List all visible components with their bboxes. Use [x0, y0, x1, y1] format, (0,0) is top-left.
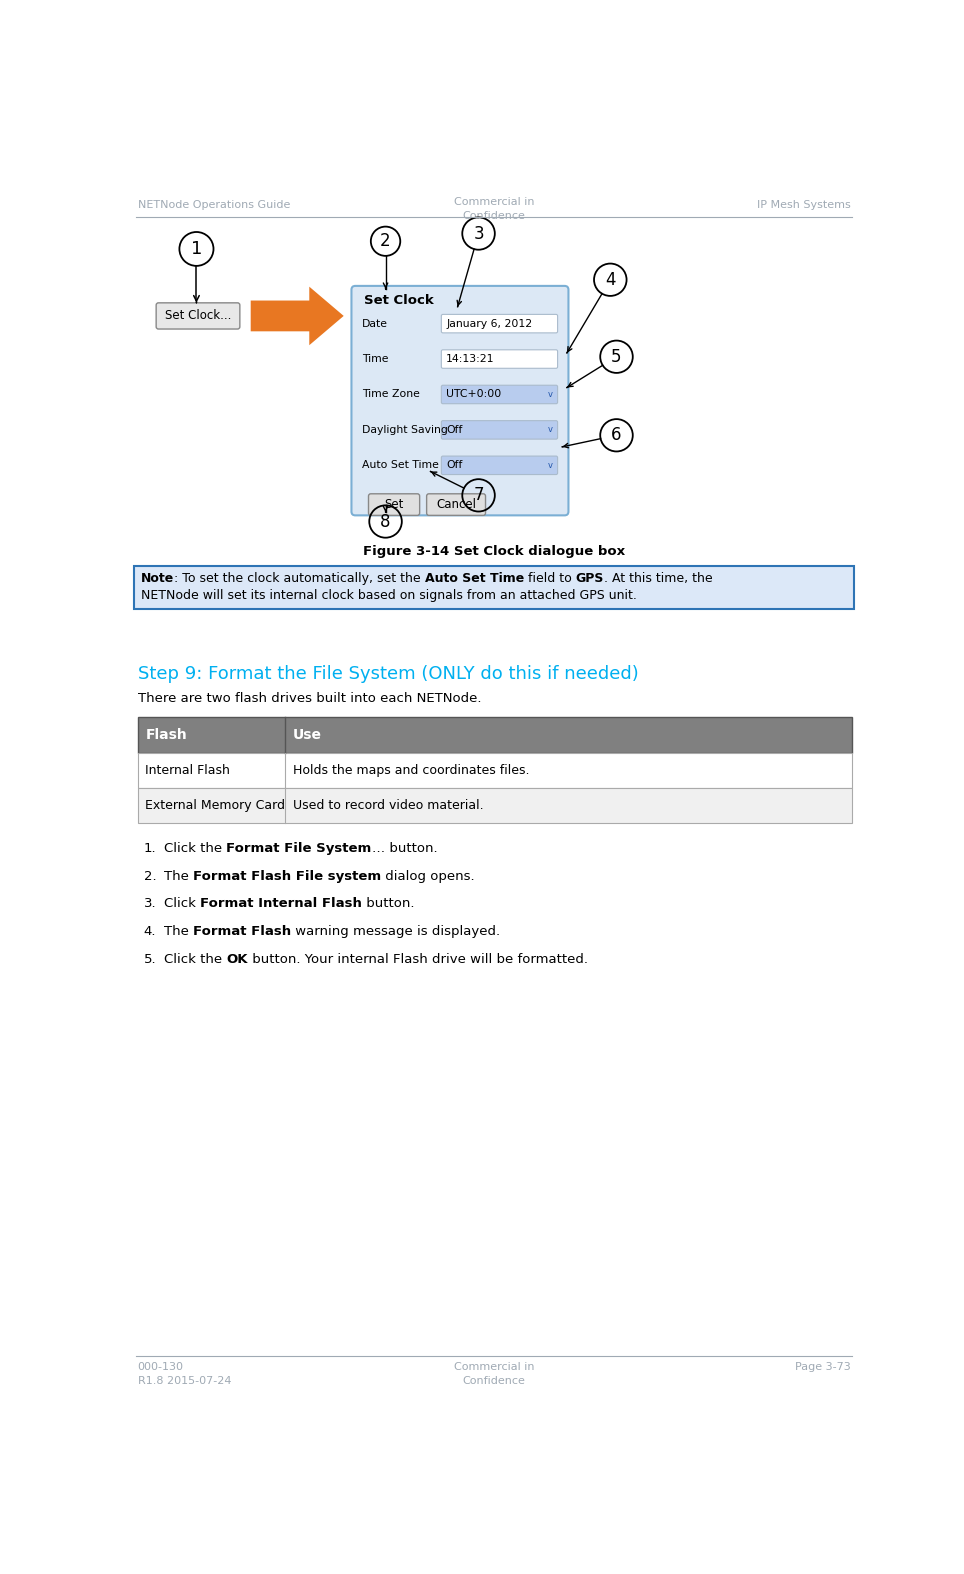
- Text: : To set the clock automatically, set the: : To set the clock automatically, set th…: [174, 571, 424, 586]
- Text: Click the: Click the: [164, 952, 227, 966]
- Text: field to: field to: [523, 571, 576, 586]
- Text: warning message is displayed.: warning message is displayed.: [291, 926, 500, 938]
- Text: NETNode will set its internal clock based on signals from an attached GPS unit.: NETNode will set its internal clock base…: [141, 589, 636, 601]
- Text: Page 3-73: Page 3-73: [794, 1363, 850, 1373]
- Text: January 6, 2012: January 6, 2012: [446, 318, 532, 329]
- Text: 3: 3: [473, 225, 484, 242]
- FancyBboxPatch shape: [442, 315, 557, 332]
- Text: Format Internal Flash: Format Internal Flash: [200, 897, 362, 910]
- FancyBboxPatch shape: [138, 718, 852, 752]
- Text: v: v: [549, 425, 553, 434]
- Text: Figure 3-14 Set Clock dialogue box: Figure 3-14 Set Clock dialogue box: [363, 545, 625, 557]
- Text: Used to record video material.: Used to record video material.: [292, 800, 483, 812]
- Text: Click the: Click the: [164, 842, 227, 855]
- Text: Time Zone: Time Zone: [362, 389, 420, 400]
- Text: dialog opens.: dialog opens.: [381, 869, 475, 883]
- Text: 7: 7: [473, 486, 484, 504]
- Text: 4.: 4.: [144, 926, 156, 938]
- Text: v: v: [549, 461, 553, 469]
- Text: . At this time, the: . At this time, the: [603, 571, 712, 586]
- Text: There are two flash drives built into each NETNode.: There are two flash drives built into ea…: [138, 693, 481, 705]
- Text: Step 9: Format the File System (ONLY do this if needed): Step 9: Format the File System (ONLY do …: [138, 664, 638, 683]
- Polygon shape: [251, 286, 344, 345]
- Text: UTC+0:00: UTC+0:00: [446, 389, 501, 400]
- Text: Format Flash File system: Format Flash File system: [193, 869, 381, 883]
- Text: Format File System: Format File System: [227, 842, 371, 855]
- FancyBboxPatch shape: [442, 386, 557, 403]
- Text: Internal Flash: Internal Flash: [146, 763, 230, 776]
- Text: Off: Off: [446, 425, 463, 434]
- Text: Holds the maps and coordinates files.: Holds the maps and coordinates files.: [292, 763, 529, 776]
- Text: Click: Click: [164, 897, 200, 910]
- Text: External Memory Card: External Memory Card: [146, 800, 285, 812]
- Text: Auto Set Time: Auto Set Time: [424, 571, 523, 586]
- Text: 6: 6: [611, 427, 622, 444]
- Text: GPS: GPS: [576, 571, 603, 586]
- Text: 5.: 5.: [144, 952, 156, 966]
- Text: button.: button.: [362, 897, 415, 910]
- Text: 3.: 3.: [144, 897, 156, 910]
- Text: 5: 5: [611, 348, 622, 365]
- Text: Time: Time: [362, 354, 388, 364]
- Text: 2.: 2.: [144, 869, 156, 883]
- Text: Format Flash: Format Flash: [193, 926, 291, 938]
- FancyBboxPatch shape: [427, 494, 486, 515]
- Text: … button.: … button.: [371, 842, 437, 855]
- FancyBboxPatch shape: [442, 420, 557, 439]
- Text: The: The: [164, 869, 193, 883]
- FancyBboxPatch shape: [134, 567, 854, 609]
- Text: 4: 4: [605, 271, 616, 288]
- Text: NETNode Operations Guide: NETNode Operations Guide: [138, 200, 290, 209]
- Text: 8: 8: [381, 513, 390, 530]
- FancyBboxPatch shape: [442, 456, 557, 474]
- Text: Use: Use: [292, 727, 322, 741]
- Text: Flash: Flash: [146, 727, 187, 741]
- FancyBboxPatch shape: [368, 494, 419, 515]
- Text: Date: Date: [362, 318, 388, 329]
- Text: Cancel: Cancel: [436, 497, 476, 512]
- Text: Off: Off: [446, 460, 463, 471]
- Text: 2: 2: [380, 233, 390, 250]
- Text: 000-130
R1.8 2015-07-24: 000-130 R1.8 2015-07-24: [138, 1363, 231, 1387]
- Text: Set: Set: [385, 497, 404, 512]
- Text: OK: OK: [227, 952, 248, 966]
- Text: Set Clock...: Set Clock...: [165, 310, 231, 323]
- Text: button. Your internal Flash drive will be formatted.: button. Your internal Flash drive will b…: [248, 952, 588, 966]
- Text: 14:13:21: 14:13:21: [446, 354, 495, 364]
- FancyBboxPatch shape: [138, 752, 852, 789]
- Text: Note: Note: [141, 571, 174, 586]
- Text: IP Mesh Systems: IP Mesh Systems: [757, 200, 850, 209]
- FancyBboxPatch shape: [156, 302, 240, 329]
- FancyBboxPatch shape: [352, 286, 569, 515]
- FancyBboxPatch shape: [442, 349, 557, 368]
- FancyBboxPatch shape: [138, 789, 852, 823]
- Text: Set Clock: Set Clock: [363, 294, 434, 307]
- Text: Commercial in
Confidence: Commercial in Confidence: [454, 1363, 534, 1385]
- Text: v: v: [549, 390, 553, 398]
- Text: Daylight Saving: Daylight Saving: [362, 425, 448, 434]
- Text: 1.: 1.: [144, 842, 156, 855]
- Text: Auto Set Time: Auto Set Time: [362, 460, 440, 471]
- Text: The: The: [164, 926, 193, 938]
- Text: 1: 1: [191, 239, 202, 258]
- Text: Commercial in
Confidence: Commercial in Confidence: [454, 197, 534, 220]
